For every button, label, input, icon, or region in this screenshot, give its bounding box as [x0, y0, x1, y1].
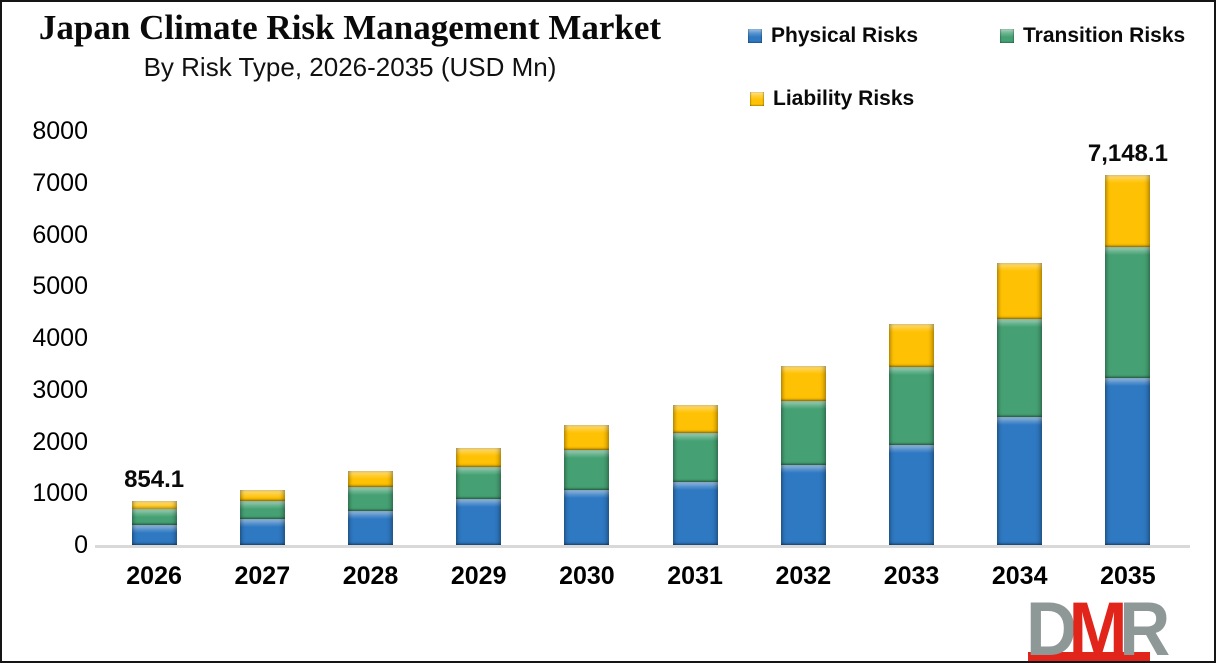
- bar-segment-2035-physical-risks: [1105, 378, 1151, 545]
- bar-segment-2033-liability-risks: [889, 323, 934, 368]
- bar-segment-2033-physical-risks: [889, 445, 934, 545]
- x-axis-label-2032: 2032: [775, 562, 832, 590]
- y-tick-label: 7000: [32, 168, 88, 197]
- bar-segment-2027-physical-risks: [239, 519, 285, 545]
- bar-segment-2032-liability-risks: [780, 366, 826, 402]
- bar-segment-2027-liability-risks: [239, 489, 285, 501]
- bar-segment-2032-transition-risks: [780, 401, 826, 465]
- y-tick-label: 5000: [32, 272, 88, 301]
- x-axis-label-2033: 2033: [883, 562, 940, 590]
- bar-segment-2028-transition-risks: [348, 486, 393, 511]
- bar-segment-2035-liability-risks: [1105, 175, 1151, 248]
- bar-segment-2031-liability-risks: [672, 405, 718, 434]
- x-axis-label-2026: 2026: [126, 562, 182, 590]
- legend-marker-physical-risks-icon: [748, 29, 762, 43]
- x-axis-label-2031: 2031: [667, 562, 723, 590]
- bar-segment-2032-physical-risks: [780, 464, 826, 545]
- bar-segment-2029-physical-risks: [456, 499, 502, 545]
- bar-segment-2031-transition-risks: [672, 433, 718, 482]
- logo-letter-d: D: [1026, 586, 1077, 663]
- logo-red-bar: [1028, 652, 1150, 661]
- bar-segment-2026-physical-risks: [131, 525, 177, 545]
- bar-segment-2033-transition-risks: [889, 367, 934, 446]
- bar-segment-2034-transition-risks: [997, 319, 1043, 417]
- x-axis-label-2028: 2028: [342, 562, 399, 590]
- y-tick-label: 8000: [32, 117, 88, 145]
- bar-segment-2026-transition-risks: [131, 509, 177, 526]
- logo-letter-m: M: [1068, 586, 1128, 663]
- chart-header: Japan Climate Risk Management Market By …: [8, 8, 692, 83]
- legend-item-transition-risks: Transition Risks: [1000, 24, 1185, 48]
- bar-segment-2028-physical-risks: [348, 510, 393, 545]
- y-tick-label: 0: [74, 531, 88, 559]
- chart-title: Japan Climate Risk Management Market: [38, 8, 662, 47]
- bar-segment-2034-liability-risks: [997, 263, 1043, 320]
- bar-segment-2031-physical-risks: [672, 481, 718, 545]
- logo-letter-r: R: [1119, 586, 1170, 663]
- x-axis-label-2035: 2035: [1100, 562, 1156, 590]
- bar-segment-2030-transition-risks: [564, 449, 610, 490]
- value-label-2026: 854.1: [124, 465, 185, 493]
- bar-segment-2029-transition-risks: [456, 466, 502, 500]
- legend-item-physical-risks: Physical Risks: [748, 24, 918, 48]
- y-tick-label: 4000: [32, 324, 88, 352]
- legend-label: Liability Risks: [773, 87, 915, 110]
- bar-segment-2030-liability-risks: [564, 424, 610, 450]
- bar-segment-2029-liability-risks: [456, 448, 502, 467]
- x-axis-label-2030: 2030: [559, 562, 615, 590]
- y-tick-label: 1000: [32, 479, 88, 508]
- bar-segment-2034-physical-risks: [997, 416, 1043, 545]
- chart-subtitle: By Risk Type, 2026-2035 (USD Mn): [143, 52, 557, 83]
- bar-segment-2035-transition-risks: [1105, 247, 1151, 379]
- y-tick-label: 3000: [32, 375, 88, 404]
- logo-letters: DMR: [1026, 591, 1170, 663]
- dmr-logo: DMR: [1026, 591, 1202, 663]
- legend-marker-liability-risks-icon: [750, 92, 764, 106]
- bar-segment-2026-liability-risks: [131, 500, 177, 510]
- bar-segment-2028-liability-risks: [348, 470, 393, 487]
- x-axis-label-2034: 2034: [991, 562, 1048, 590]
- bar-segment-2030-physical-risks: [564, 489, 610, 545]
- y-tick-label: 2000: [32, 427, 88, 456]
- legend-marker-transition-risks-icon: [1000, 29, 1014, 43]
- legend-label: Physical Risks: [771, 24, 919, 47]
- x-axis-label-2029: 2029: [450, 562, 507, 590]
- x-axis-label-2027: 2027: [234, 562, 291, 590]
- legend-label: Transition Risks: [1023, 24, 1186, 47]
- legend-item-liability-risks: Liability Risks: [750, 87, 914, 111]
- bar-segment-2027-transition-risks: [239, 501, 285, 520]
- x-axis-line: [95, 545, 1190, 548]
- y-tick-label: 6000: [32, 220, 88, 249]
- value-label-2035: 7,148.1: [1087, 140, 1168, 168]
